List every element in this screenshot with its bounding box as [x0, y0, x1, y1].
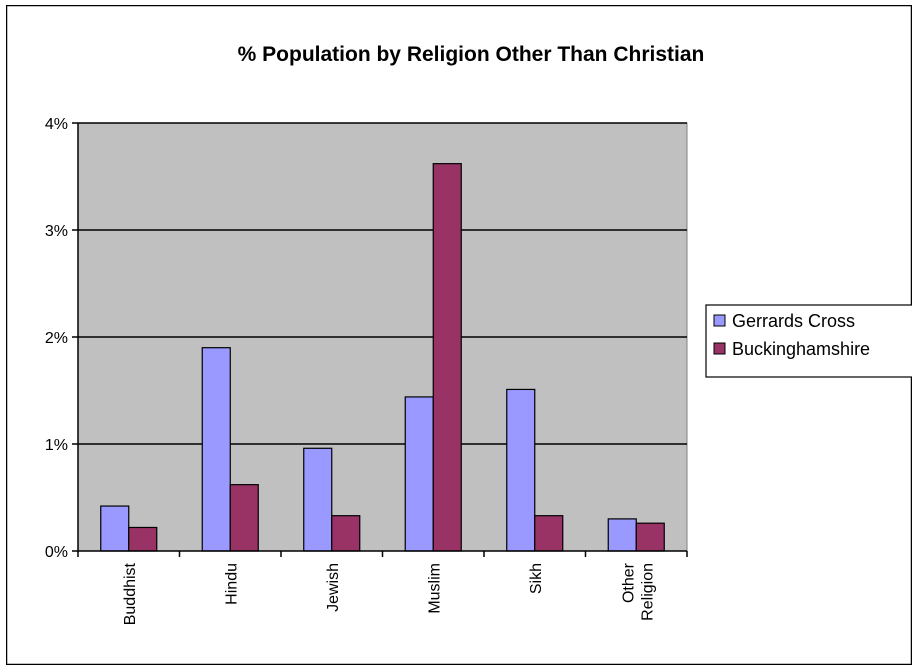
category-label: Other Religion	[620, 562, 656, 620]
bar-1-5	[635, 522, 665, 552]
y-tick-label: 4%	[45, 116, 68, 133]
legend-label: Buckinghamshire	[732, 339, 870, 359]
bar-1-1	[229, 484, 259, 552]
y-tick-label: 3%	[45, 223, 68, 240]
bar-1-2	[331, 515, 361, 552]
legend: Gerrards Cross Buckinghamshire	[705, 304, 912, 378]
category-label: Sikh	[528, 563, 545, 594]
y-tick-label: 1%	[45, 437, 68, 454]
y-axis: 0% 1% 2% 3% 4%	[45, 116, 79, 561]
legend-swatch	[713, 342, 726, 355]
plot-area	[77, 122, 688, 552]
y-tick-label: 0%	[45, 544, 68, 561]
category-label: Jewish	[325, 563, 342, 612]
bar-1-0	[128, 526, 158, 552]
legend-swatch	[713, 314, 726, 327]
category-label: Buddhist	[122, 562, 139, 625]
bar-0-1	[201, 347, 231, 552]
legend-label: Gerrards Cross	[732, 311, 855, 331]
bar-1-4	[534, 515, 564, 552]
bar-0-2	[303, 447, 333, 552]
bar-0-4	[506, 388, 536, 552]
category-label: Muslim	[426, 563, 443, 614]
bar-0-5	[607, 518, 637, 552]
x-axis: Buddhist Hindu Jewish Muslim Sikh Other Religi…	[77, 550, 688, 625]
bar-1-3	[432, 163, 462, 552]
y-tick-label: 2%	[45, 330, 68, 347]
chart-frame: % Population by Religion Other Than Chri…	[6, 5, 912, 665]
bar-0-3	[404, 396, 434, 552]
bar-0-0	[100, 505, 130, 552]
category-label: Hindu	[223, 563, 240, 605]
chart-title: % Population by Religion Other Than Chri…	[238, 43, 705, 66]
legend-box	[705, 304, 912, 378]
